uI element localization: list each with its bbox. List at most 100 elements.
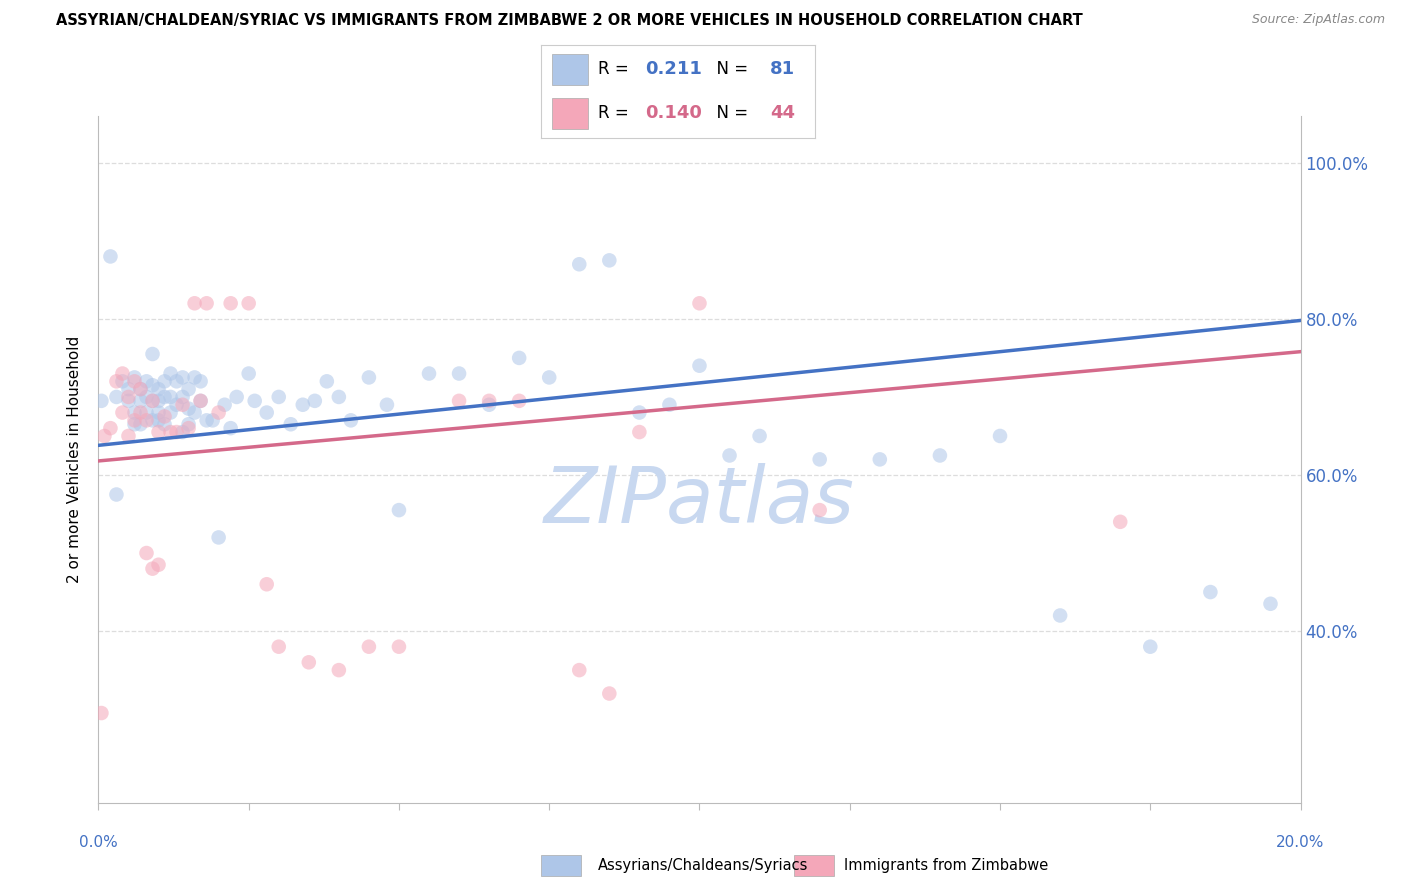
Point	[129, 417, 152, 432]
Point	[93, 429, 115, 443]
Point	[478, 398, 501, 412]
Point	[195, 413, 218, 427]
Point	[148, 393, 170, 408]
Point	[153, 417, 176, 432]
Point	[141, 413, 163, 427]
Point	[238, 367, 260, 381]
Bar	[553, 98, 588, 129]
Point	[166, 398, 188, 412]
Point	[357, 640, 380, 654]
Point	[153, 390, 176, 404]
Point	[159, 390, 181, 404]
Text: Assyrians/Chaldeans/Syriacs: Assyrians/Chaldeans/Syriacs	[598, 858, 808, 872]
Text: N =: N =	[706, 104, 754, 122]
Point	[129, 382, 152, 396]
Point	[243, 393, 266, 408]
Point	[177, 421, 200, 435]
Point	[267, 640, 290, 654]
Point	[628, 425, 651, 439]
Point	[256, 406, 278, 420]
Point	[90, 393, 112, 408]
Text: 0.0%: 0.0%	[79, 836, 118, 850]
Point	[328, 663, 350, 677]
Point	[124, 406, 146, 420]
Point	[111, 406, 134, 420]
Point	[117, 429, 139, 443]
Text: Source: ZipAtlas.com: Source: ZipAtlas.com	[1251, 13, 1385, 27]
Text: Immigrants from Zimbabwe: Immigrants from Zimbabwe	[844, 858, 1047, 872]
Point	[100, 421, 122, 435]
Text: R =: R =	[598, 104, 634, 122]
Point	[328, 390, 350, 404]
Point	[238, 296, 260, 310]
Point	[418, 367, 440, 381]
Point	[153, 375, 176, 389]
Point	[628, 406, 651, 420]
Point	[90, 706, 112, 720]
Point	[208, 406, 231, 420]
Point	[538, 370, 561, 384]
Point	[508, 351, 530, 365]
Point	[447, 393, 470, 408]
Y-axis label: 2 or more Vehicles in Household: 2 or more Vehicles in Household	[67, 335, 83, 583]
Point	[159, 367, 181, 381]
Text: ZIPatlas: ZIPatlas	[544, 463, 855, 539]
Text: N =: N =	[706, 61, 754, 78]
Point	[135, 390, 157, 404]
Point	[357, 370, 380, 384]
Point	[129, 393, 152, 408]
Point	[105, 487, 128, 501]
Point	[148, 406, 170, 420]
Point	[105, 375, 128, 389]
Point	[1049, 608, 1071, 623]
Point	[190, 393, 212, 408]
Point	[869, 452, 891, 467]
Point	[315, 375, 337, 389]
Point	[190, 393, 212, 408]
Point	[124, 375, 146, 389]
Point	[304, 393, 326, 408]
Point	[172, 370, 194, 384]
Point	[124, 370, 146, 384]
Point	[718, 449, 741, 463]
Point	[172, 425, 194, 439]
Point	[375, 398, 398, 412]
Point	[1199, 585, 1222, 599]
Point	[256, 577, 278, 591]
Point	[280, 417, 302, 432]
Point	[177, 401, 200, 416]
Point	[808, 503, 831, 517]
Point	[201, 413, 224, 427]
Point	[183, 370, 205, 384]
Point	[478, 393, 501, 408]
Point	[117, 382, 139, 396]
Point	[208, 530, 231, 544]
Point	[388, 640, 411, 654]
Point	[190, 375, 212, 389]
Point	[808, 452, 831, 467]
Point	[214, 398, 236, 412]
Point	[172, 390, 194, 404]
Point	[658, 398, 681, 412]
Text: 20.0%: 20.0%	[1277, 836, 1324, 850]
Bar	[553, 54, 588, 85]
Point	[141, 393, 163, 408]
Point	[166, 425, 188, 439]
Point	[267, 390, 290, 404]
Point	[748, 429, 770, 443]
Text: 81: 81	[770, 61, 796, 78]
Point	[148, 413, 170, 427]
Point	[148, 382, 170, 396]
Point	[598, 253, 620, 268]
Point	[291, 398, 314, 412]
Point	[105, 390, 128, 404]
Point	[111, 375, 134, 389]
Point	[689, 296, 711, 310]
Point	[1109, 515, 1132, 529]
Point	[929, 449, 952, 463]
Point	[117, 393, 139, 408]
Text: 0.140: 0.140	[645, 104, 703, 122]
Point	[135, 546, 157, 560]
Point	[135, 375, 157, 389]
Point	[1260, 597, 1282, 611]
